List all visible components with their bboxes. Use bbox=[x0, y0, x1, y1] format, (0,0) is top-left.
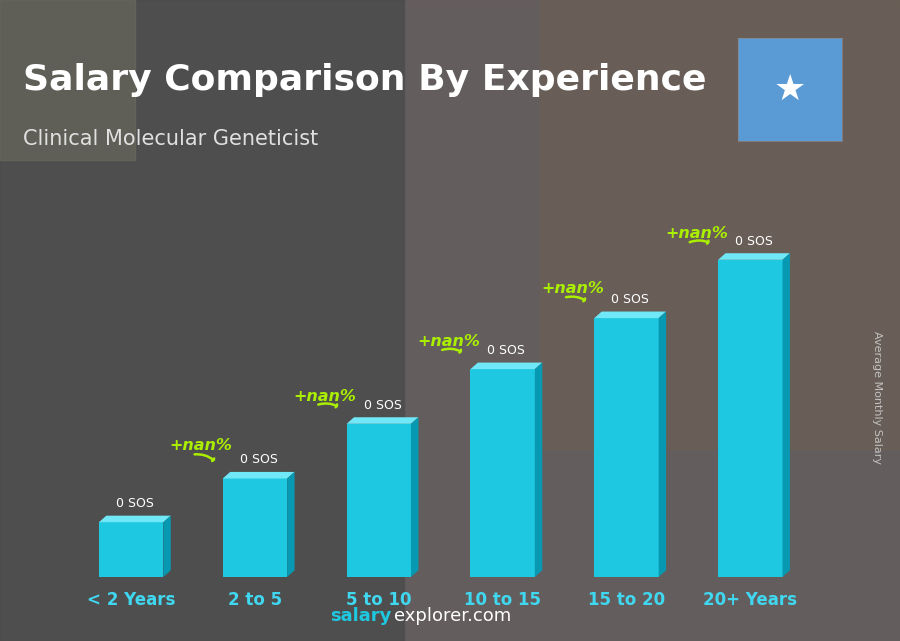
Bar bbox=[99, 522, 163, 577]
Bar bbox=[471, 369, 535, 577]
Text: +nan%: +nan% bbox=[665, 226, 728, 242]
Polygon shape bbox=[163, 515, 171, 577]
Bar bbox=[346, 424, 411, 577]
Text: explorer.com: explorer.com bbox=[394, 607, 511, 625]
Text: salary: salary bbox=[330, 607, 392, 625]
Text: Average Monthly Salary: Average Monthly Salary bbox=[872, 331, 883, 464]
Bar bbox=[0, 0, 405, 641]
Text: +nan%: +nan% bbox=[169, 438, 232, 453]
Text: 0 SOS: 0 SOS bbox=[364, 399, 401, 412]
Text: +nan%: +nan% bbox=[418, 334, 480, 349]
Text: 0 SOS: 0 SOS bbox=[735, 235, 773, 248]
Text: 0 SOS: 0 SOS bbox=[116, 497, 154, 510]
Polygon shape bbox=[346, 417, 418, 424]
Text: ★: ★ bbox=[774, 72, 806, 107]
Polygon shape bbox=[782, 253, 790, 577]
Polygon shape bbox=[223, 472, 294, 478]
Polygon shape bbox=[287, 472, 294, 577]
Bar bbox=[0, 0, 135, 160]
Polygon shape bbox=[659, 312, 666, 577]
Bar bbox=[405, 0, 900, 641]
Bar bbox=[594, 318, 659, 577]
Bar bbox=[223, 478, 287, 577]
Polygon shape bbox=[471, 363, 543, 369]
Text: +nan%: +nan% bbox=[541, 281, 604, 296]
Bar bbox=[718, 260, 782, 577]
Text: +nan%: +nan% bbox=[293, 388, 356, 404]
Polygon shape bbox=[594, 312, 666, 318]
Polygon shape bbox=[535, 363, 543, 577]
Text: 0 SOS: 0 SOS bbox=[611, 293, 649, 306]
Polygon shape bbox=[411, 417, 418, 577]
Text: Salary Comparison By Experience: Salary Comparison By Experience bbox=[23, 63, 706, 97]
Text: Clinical Molecular Geneticist: Clinical Molecular Geneticist bbox=[23, 129, 319, 149]
Text: 0 SOS: 0 SOS bbox=[239, 453, 277, 467]
Polygon shape bbox=[99, 515, 171, 522]
Polygon shape bbox=[718, 253, 790, 260]
Bar bbox=[540, 0, 900, 449]
Text: 0 SOS: 0 SOS bbox=[488, 344, 526, 357]
